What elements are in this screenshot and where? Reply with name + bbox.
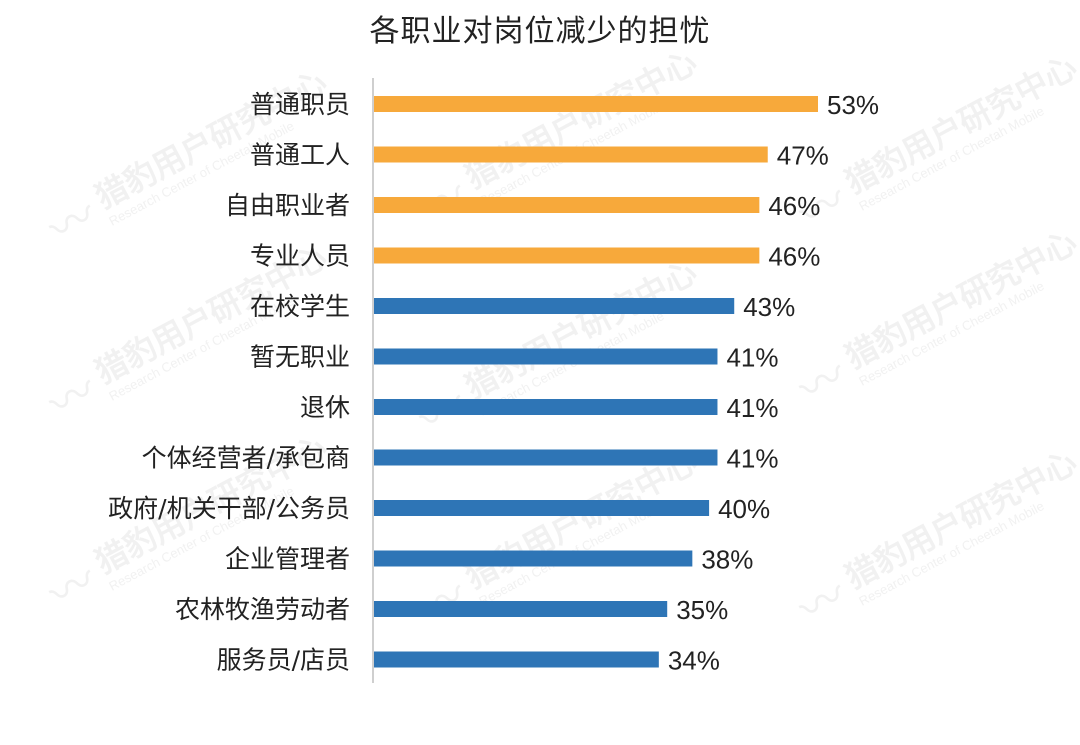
data-label: 41% — [726, 343, 778, 373]
category-label: 服务员/店员 — [217, 646, 350, 675]
category-label: 政府/机关干部/公务员 — [108, 494, 350, 523]
category-label: 普通工人 — [250, 141, 350, 170]
category-label: 专业人员 — [250, 242, 350, 271]
bar — [374, 197, 760, 213]
bar — [374, 651, 659, 668]
bar — [374, 449, 718, 466]
category-label: 个体经营者/承包商 — [142, 444, 350, 473]
data-label: 46% — [768, 191, 820, 221]
category-label: 普通职员 — [250, 90, 350, 119]
data-label: 43% — [743, 292, 795, 322]
bar — [374, 96, 818, 112]
category-label: 农林牧渔劳动者 — [175, 595, 350, 624]
category-label: 在校学生 — [250, 292, 350, 321]
bar — [374, 146, 768, 163]
data-label: 53% — [827, 90, 879, 120]
data-label: 41% — [726, 393, 778, 423]
data-label: 47% — [777, 141, 829, 171]
bar — [374, 348, 718, 365]
data-label: 34% — [668, 646, 720, 676]
bar — [374, 601, 668, 617]
data-label: 46% — [768, 242, 820, 272]
category-label: 自由职业者 — [225, 191, 350, 220]
bar — [374, 399, 718, 415]
chart-title: 各职业对岗位减少的担忧 — [369, 14, 711, 49]
category-label: 退休 — [300, 393, 350, 422]
data-label: 38% — [701, 545, 753, 575]
bar — [374, 247, 760, 264]
bar — [374, 298, 735, 314]
data-label: 40% — [718, 494, 770, 524]
category-label: 暂无职业 — [250, 343, 350, 372]
data-label: 35% — [676, 595, 728, 625]
data-label: 41% — [726, 444, 778, 474]
bar — [374, 550, 693, 567]
category-label: 企业管理者 — [225, 545, 350, 574]
bar — [374, 500, 710, 516]
